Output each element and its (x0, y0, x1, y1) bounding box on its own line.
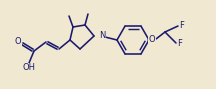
Text: O: O (149, 35, 155, 44)
Text: OH: OH (22, 63, 35, 73)
Text: O: O (15, 36, 21, 45)
Text: F: F (178, 40, 183, 49)
Text: N: N (99, 31, 105, 40)
Text: F: F (179, 20, 184, 29)
